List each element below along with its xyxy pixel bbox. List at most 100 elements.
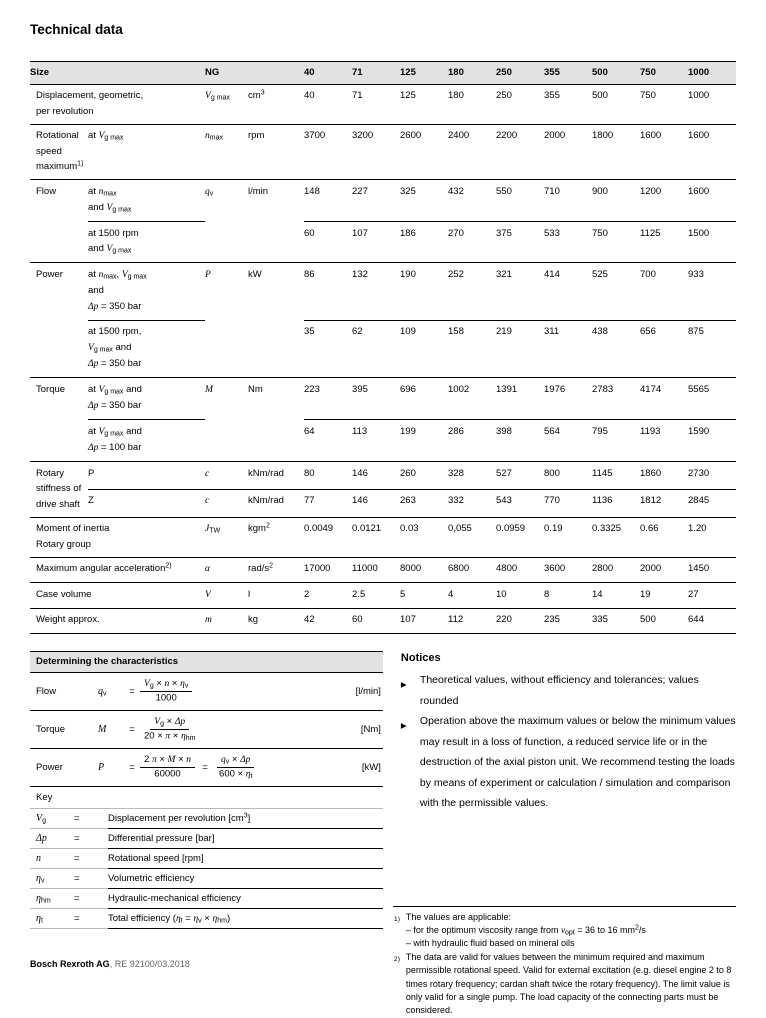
row-label: Weight approx. (30, 608, 206, 634)
value-cell: 527 (496, 461, 545, 490)
table-header-row: Size NG 40 71 125 180 250 355 500 750 1000 (30, 61, 737, 85)
row-label: Torque (30, 377, 88, 462)
key-description: Hydraulic-mechanical efficiency (108, 889, 383, 909)
value-cell: 550 (496, 179, 545, 222)
size-header-cell: Size (30, 61, 206, 85)
value-cell: 800 (544, 461, 593, 490)
value-cell: 0.0049 (304, 517, 353, 558)
value-cell: 875 (688, 320, 737, 378)
footnote-marker: 2) (393, 955, 400, 963)
numerator: Vg × n × ηv (140, 678, 193, 692)
value-cell: 525 (592, 262, 641, 321)
condition-cell: at Vg max and Δp = 350 bar (88, 377, 206, 420)
table-row-torque-1: Torque at Vg max and Δp = 350 bar M Nm 22… (30, 377, 737, 462)
value-cell: 1860 (640, 461, 689, 490)
value-cell: 1600 (688, 124, 737, 180)
value-cell: 263 (400, 489, 449, 518)
formula-label: Torque (36, 723, 66, 735)
condition-cell: P (88, 461, 206, 490)
fraction: 2 π × M × n 60000 (140, 753, 196, 781)
value-cell: 2800 (592, 557, 641, 583)
row-label: Case volume (30, 582, 206, 609)
table-row-inertia: Moment of inertia Rotary group JTW kgm2 0… (30, 517, 737, 558)
value-cell: 158 (448, 320, 497, 378)
value-cell: 86 (304, 262, 353, 321)
notices-and-footnotes: Notices ▶ Theoretical values, without ef… (392, 651, 736, 1018)
notices-title: Notices (400, 652, 441, 664)
value-cell: 0.0959 (496, 517, 545, 558)
value-cell: 27 (688, 582, 737, 609)
table-row-flow-2: at 1500 rpm and Vg max 60 107 186 270 375 533 7… (30, 221, 737, 263)
value-cell: 795 (592, 419, 641, 462)
value-cell: 438 (592, 320, 641, 378)
key-symbol: ηhm (30, 889, 74, 909)
value-cell: 533 (544, 221, 593, 263)
key-description: Rotational speed [rpm] (108, 849, 383, 869)
unit-cell: kg (248, 608, 305, 634)
value-cell: 1976 (544, 377, 593, 420)
table-row-displacement: Displacement, geometric, per revolution V… (30, 84, 737, 125)
value-cell: 933 (688, 262, 737, 321)
footnote-subitem: – with hydraulic fluid based on mineral … (405, 938, 575, 949)
page-footer: Bosch Rexroth AG, RE 92100/03.2018 (30, 959, 190, 969)
formula-unit: [l/min] (355, 685, 381, 697)
value-cell: 220 (496, 608, 545, 634)
value-cell: 125 (400, 84, 449, 125)
unit-cell: Nm (248, 377, 305, 462)
row-label: Power (30, 262, 88, 378)
value-cell: 19 (640, 582, 689, 609)
value-cell: 414 (544, 262, 593, 321)
value-cell: 500 (640, 608, 689, 634)
value-cell: 35 (304, 320, 353, 378)
document-reference: , RE 92100/03.2018 (109, 959, 190, 969)
size-column-header: 355 (544, 61, 593, 85)
key-symbol: ηv (30, 869, 74, 889)
table-row-power-2: at 1500 rpm, Vg max and Δp = 350 bar 35 62 1… (30, 320, 737, 378)
footnote-body: The values are applicable: – for the opt… (406, 911, 736, 951)
footnote-text: The values are applicable: (405, 911, 511, 922)
value-cell: 311 (544, 320, 593, 378)
symbol-cell: JTW (205, 517, 249, 558)
symbol-cell: α (205, 557, 249, 583)
condition-cell: at nmax, Vg max and Δp = 350 bar (88, 262, 206, 321)
table-row-stiffness-p: Rotary stiffness of drive shaft P c kNm/ra… (30, 461, 737, 518)
denominator: 20 × π × ηhm (144, 730, 196, 742)
formula-label: Flow (36, 685, 57, 697)
key-row: ηt = Total efficiency (ηt = ηv × ηhm) (30, 909, 383, 929)
value-cell: 696 (400, 377, 449, 420)
unit-cell: kW (248, 262, 305, 378)
value-cell: 60 (352, 608, 401, 634)
size-column-header: 1000 (688, 61, 737, 85)
formula-symbol: P (98, 761, 105, 773)
notice-text: Operation above the maximum values or be… (419, 715, 736, 809)
value-cell: 60 (304, 221, 353, 263)
value-cell: 146 (352, 461, 401, 490)
equals-sign: = (202, 761, 208, 773)
value-cell: 190 (400, 262, 449, 321)
size-column-header: 750 (640, 61, 689, 85)
value-cell: 270 (448, 221, 497, 263)
value-cell: 0,055 (448, 517, 497, 558)
value-cell: 0.3325 (592, 517, 641, 558)
value-cell: 235 (544, 608, 593, 634)
condition-cell: Z (88, 489, 206, 518)
size-column-header: 71 (352, 61, 401, 85)
symbol-cell: nmax (205, 124, 249, 180)
value-cell: 107 (400, 608, 449, 634)
denominator: 1000 (155, 692, 177, 703)
value-cell: 750 (640, 84, 689, 125)
table-row-flow-1: Flow at nmax and Vg max qv l/min 148 227 32… (30, 179, 737, 263)
value-cell: 0.66 (640, 517, 689, 558)
unit-cell: kNm/rad (248, 461, 305, 490)
value-cell: 1000 (688, 84, 737, 125)
formula-power: Power P = 2 π × M × n 60000 = qv × Δp 60… (30, 749, 383, 787)
key-description: Displacement per revolution [cm3] (108, 809, 383, 829)
numerator: qv × Δp (217, 754, 255, 768)
size-column-header: 500 (592, 61, 641, 85)
value-cell: 186 (400, 221, 449, 263)
notice-text: Theoretical values, without efficiency a… (419, 674, 699, 707)
symbol-cell: P (205, 262, 249, 378)
footnote-subitem: – for the optimum viscosity range from ν… (405, 924, 646, 937)
value-cell: 8 (544, 582, 593, 609)
row-label: Displacement, geometric, per revolution (30, 84, 206, 125)
